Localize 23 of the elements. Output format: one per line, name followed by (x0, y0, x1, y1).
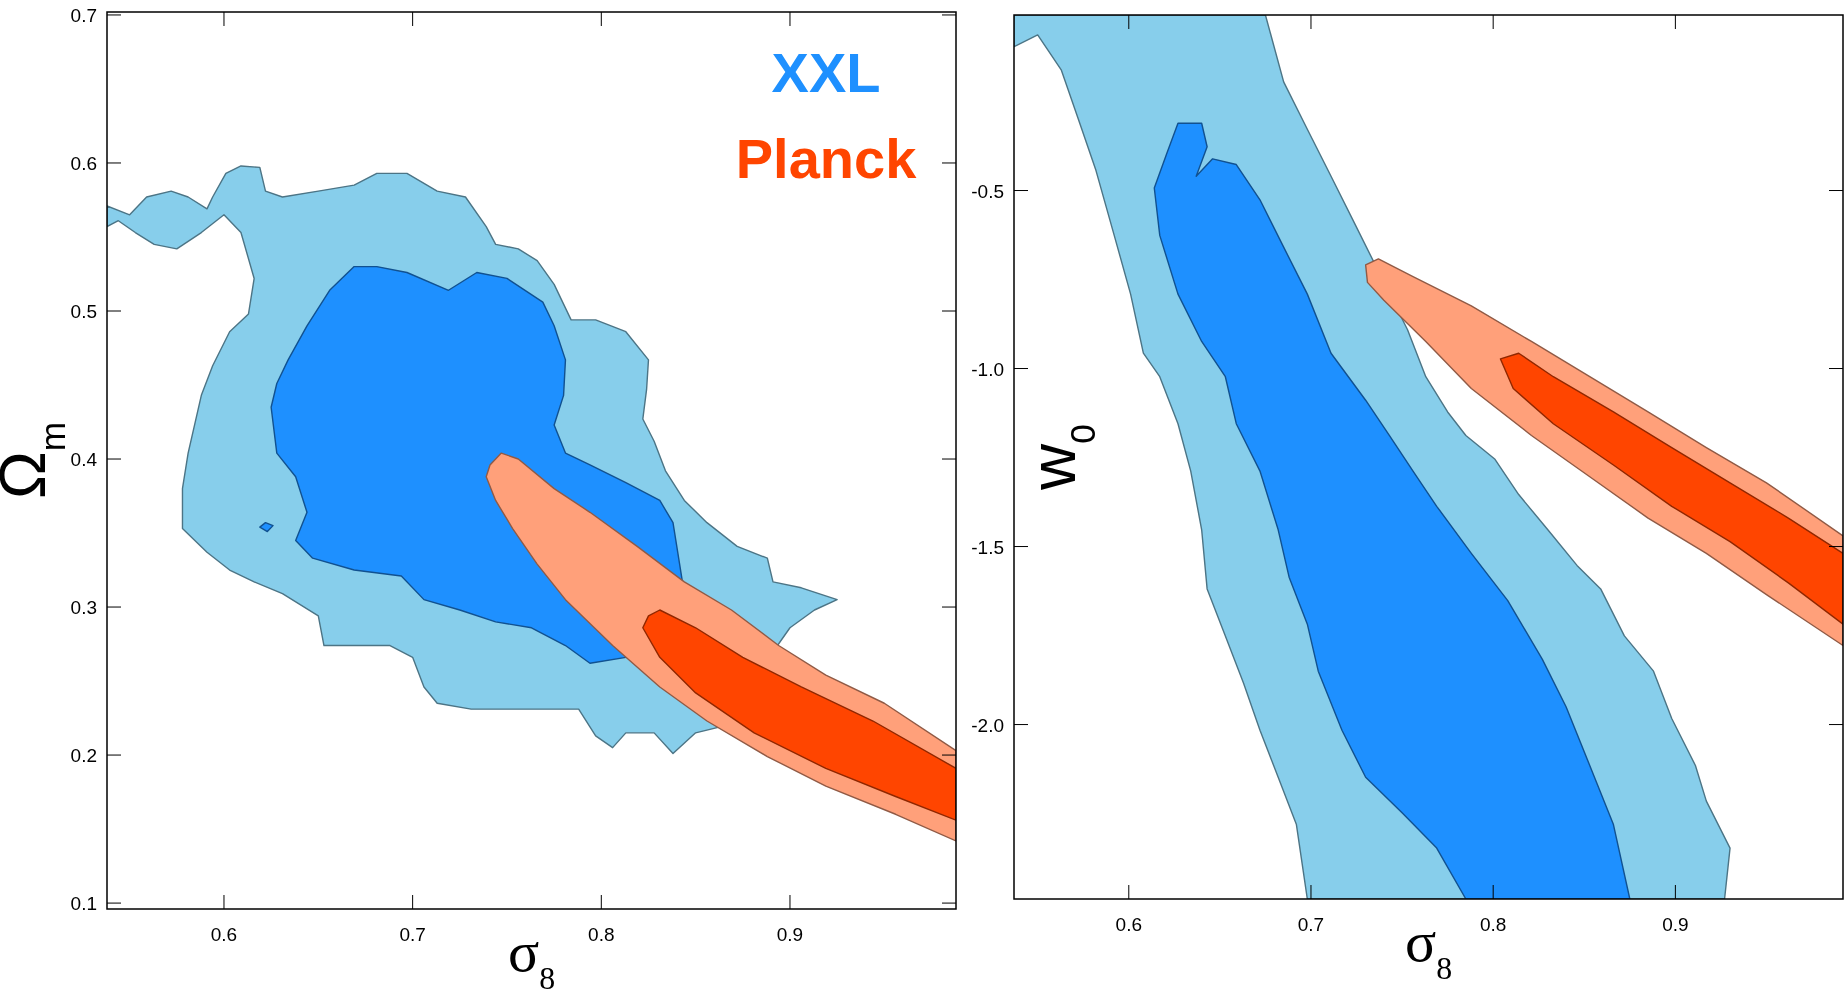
x-tick-label: 0.9 (776, 924, 804, 945)
y-tick-label: 0.6 (70, 152, 97, 174)
y-tick-label: 0.2 (70, 745, 97, 767)
y-tick-label: -1.0 (971, 358, 1004, 380)
y-tick-label: 0.4 (70, 449, 98, 471)
y-tick-label: -1.5 (971, 536, 1004, 558)
y-tick-label: 0.3 (70, 597, 97, 619)
y-tick-label: -0.5 (971, 180, 1004, 202)
y-tick-label: 0.5 (70, 301, 97, 322)
text: Planck (735, 127, 918, 190)
x-tick-label: 0.7 (1297, 914, 1325, 935)
x-axis-title: σ$_{8}$ (1404, 909, 1453, 986)
text: XXL (771, 41, 881, 104)
x-tick-label: 0.7 (399, 924, 426, 945)
x-axis-title: σ$_{8}$ (507, 919, 556, 996)
x-tick-label: 0.6 (210, 924, 238, 945)
y-tick-label: 0.7 (70, 4, 97, 26)
x-tick-label: 0.6 (1115, 914, 1142, 935)
y-tick-label: 0.1 (70, 893, 97, 915)
x-tick-label: 0.8 (1479, 914, 1507, 935)
x-tick-label: 0.9 (1662, 914, 1689, 935)
x-tick-label: 0.8 (588, 924, 615, 945)
y-tick-label: -2.0 (971, 714, 1004, 736)
